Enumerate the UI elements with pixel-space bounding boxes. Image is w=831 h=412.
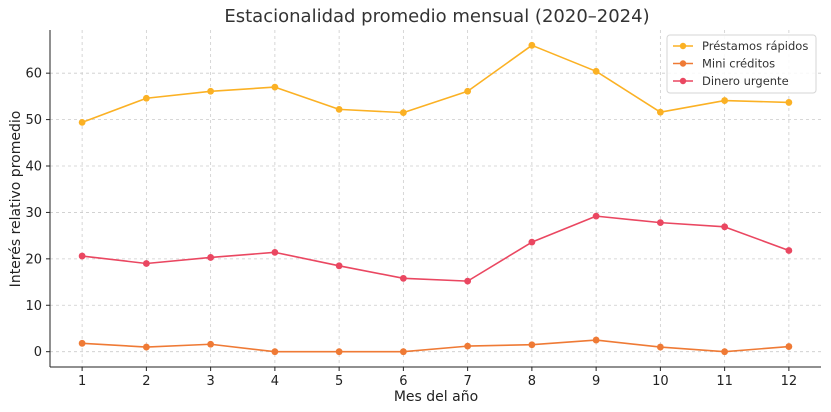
data-point [207,340,215,348]
y-tick-label: 30 [25,206,42,221]
data-point [464,277,472,285]
data-point [785,99,793,106]
data-point [592,212,600,220]
data-point [528,238,536,246]
legend-marker [679,42,687,50]
series-line [82,215,790,282]
y-tick-label: 50 [25,113,42,128]
data-point [142,343,150,351]
data-point [656,108,664,116]
y-tick-label: 0 [34,345,42,360]
legend: Préstamos rápidos Mini créditos Dinero urg… [666,34,817,94]
x-tick-label: 6 [399,374,407,389]
data-point [399,348,407,356]
x-axis-label: Mes del año [394,389,478,405]
y-axis-label: Interés relativo promedio [8,111,24,288]
data-point [785,247,793,254]
x-tick-label: 9 [592,374,600,389]
data-point [271,348,279,356]
x-tick-label: 10 [652,374,669,389]
y-tick-label: 60 [25,67,42,82]
legend-box [666,34,817,94]
legend-entry: Mini créditos [673,57,775,71]
data-point [271,248,279,256]
legend-entry: Préstamos rápidos [673,39,808,53]
x-tick-label: 1 [78,374,86,389]
series-lines [78,41,793,356]
x-tick-label: 11 [716,374,733,389]
data-point [78,118,86,126]
legend-marker [679,60,687,67]
data-point [335,348,343,356]
series-3 [78,212,793,285]
data-point [721,97,729,104]
x-tick-label: 7 [463,374,471,389]
x-tick-label: 8 [528,374,536,389]
legend-label: Préstamos rápidos [702,39,808,53]
data-point [592,336,600,344]
chart-title: Estacionalidad promedio mensual (2020–20… [224,6,649,27]
x-tick-label: 12 [781,374,798,389]
data-point [207,254,215,261]
legend-label: Dinero urgente [702,74,789,88]
data-point [592,67,600,75]
series-line [81,44,789,124]
data-point [656,343,664,351]
x-tick-label: 3 [206,374,214,389]
data-point [464,342,472,350]
x-tick-label: 2 [142,374,150,389]
grid [50,30,821,367]
legend-label: Mini créditos [702,57,775,71]
data-point [399,109,407,117]
data-point [78,339,86,347]
data-point [142,94,150,102]
y-tick-label: 20 [25,252,42,267]
legend-entry: Dinero urgente [673,74,789,88]
data-point [271,83,279,91]
data-point [142,260,150,267]
x-tick-label: 5 [335,374,343,389]
x-tick-label: 4 [271,374,279,389]
y-tick-label: 40 [25,160,42,175]
data-point [528,341,536,349]
data-point [721,348,729,356]
data-point [721,223,729,231]
data-point [528,41,536,49]
series-1 [78,41,793,126]
series-line [82,339,789,353]
series-2 [78,336,793,356]
data-point [464,87,472,95]
legend-marker [679,77,687,85]
data-point [656,219,664,227]
data-point [335,105,343,113]
data-point [785,343,793,350]
data-point [78,252,86,260]
data-point [335,262,343,270]
data-point [399,274,407,282]
data-point [207,87,215,95]
y-tick-label: 10 [25,299,42,314]
